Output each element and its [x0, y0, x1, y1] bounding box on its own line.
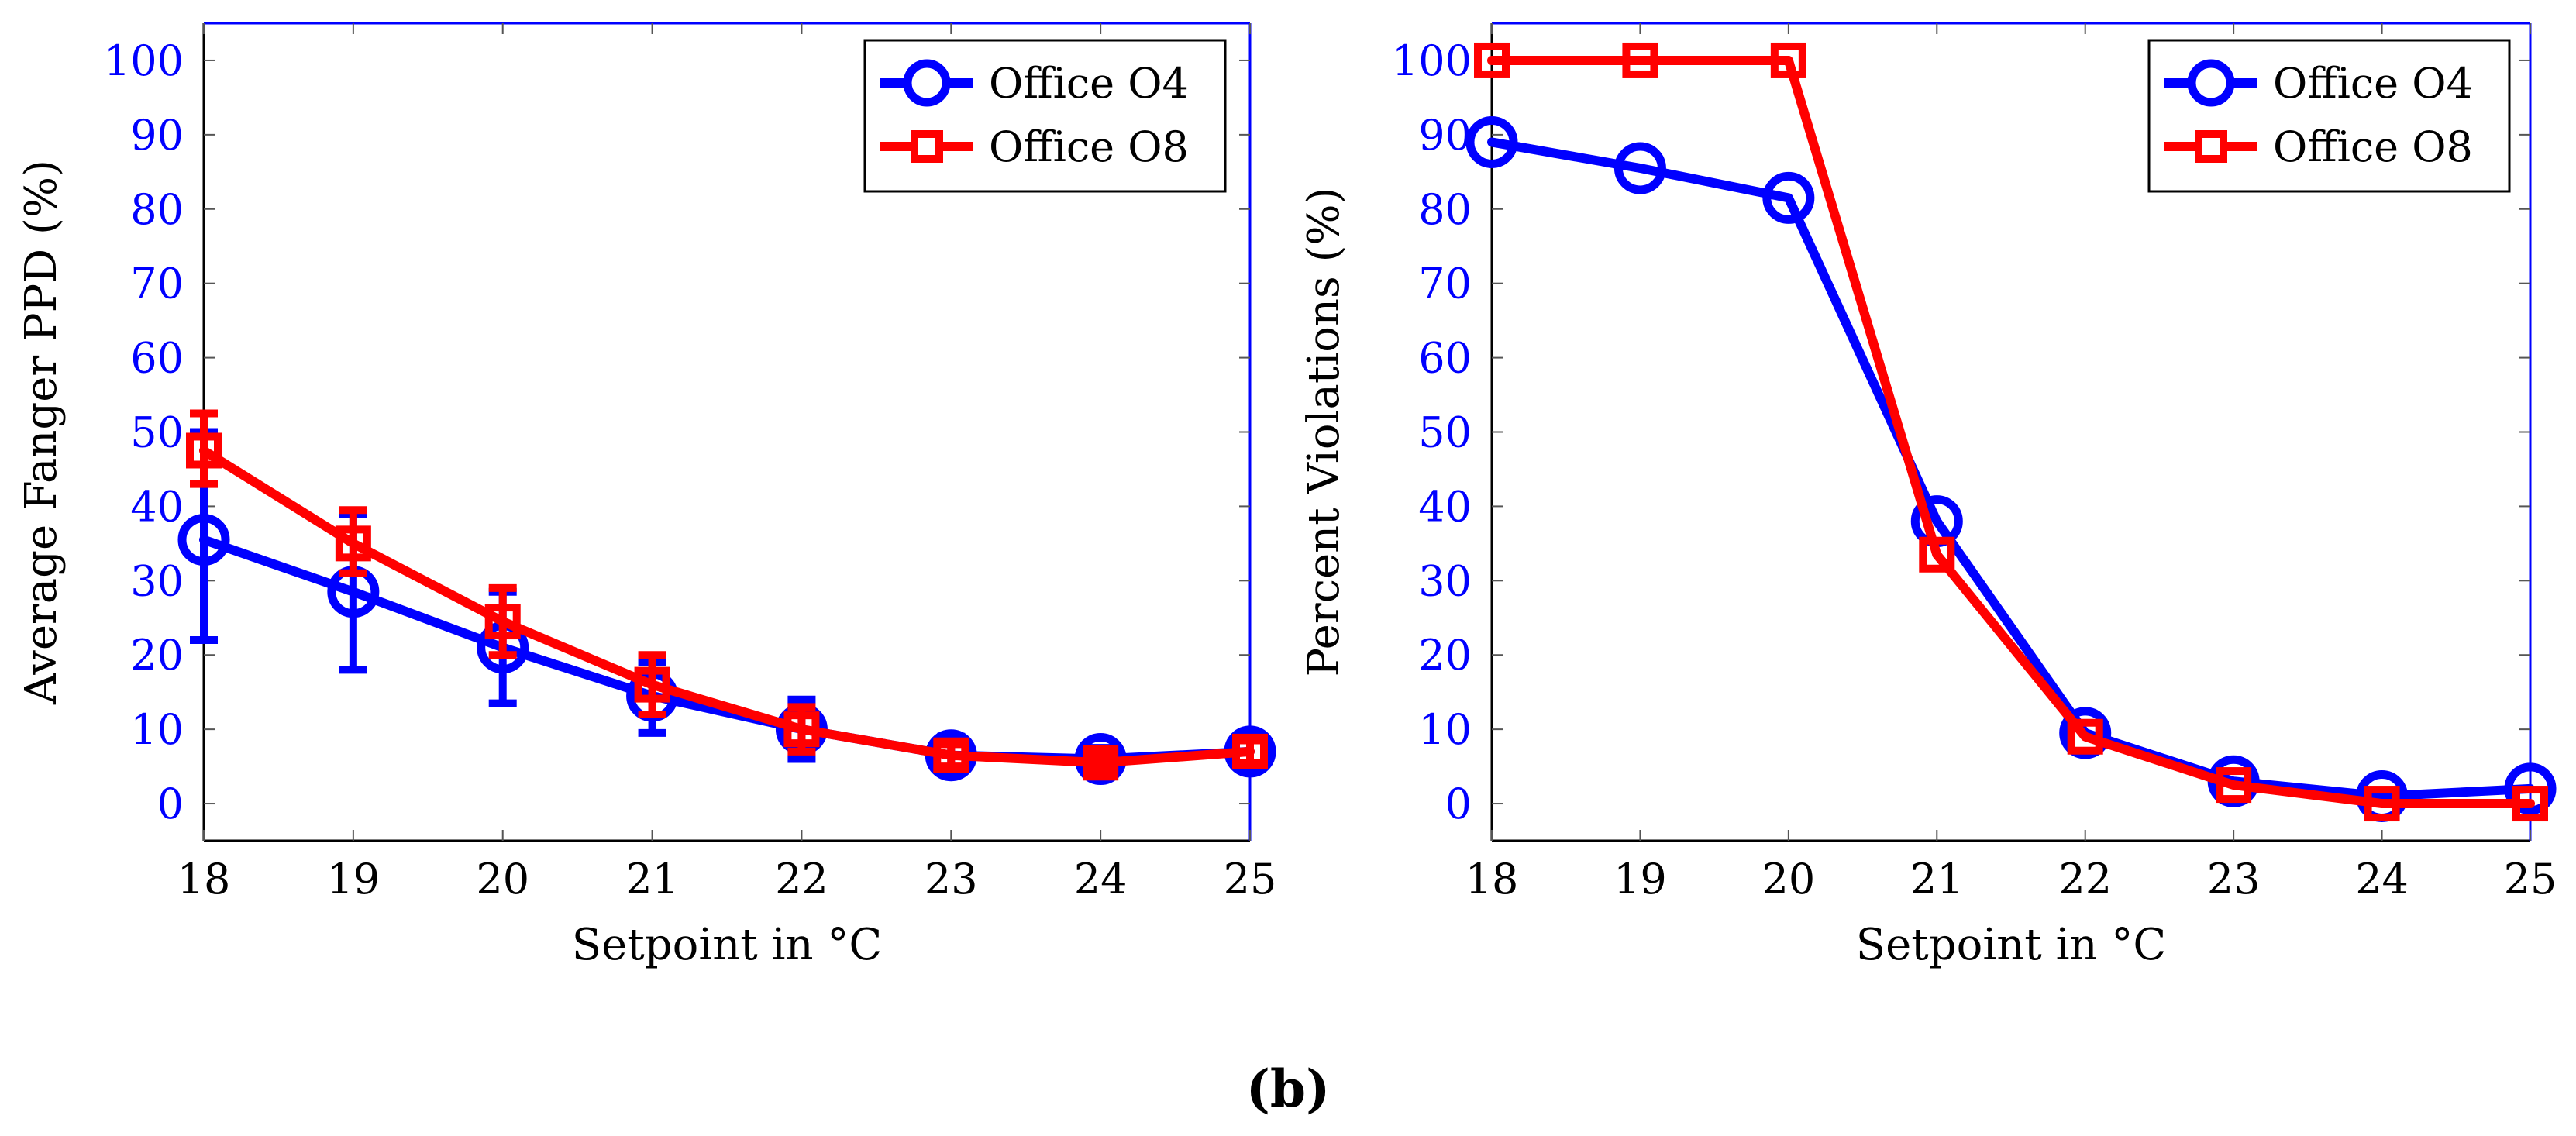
y-tick-label: 70	[130, 260, 184, 308]
legend-marker-circle	[903, 59, 951, 107]
data-point-square	[1474, 42, 1510, 78]
data-point-circle	[2059, 707, 2112, 759]
data-point-circle	[1465, 115, 1518, 168]
data-point-square	[335, 525, 371, 562]
series-office-o8	[1474, 42, 2548, 822]
legend-label: Office O4	[2273, 59, 2473, 108]
x-tick-label: 21	[625, 855, 679, 904]
y-tick-label: 40	[130, 482, 184, 531]
legend: Office O4 Office O8	[2147, 39, 2511, 193]
data-point-circle	[2504, 762, 2557, 815]
y-tick-label: 0	[1445, 780, 1472, 828]
data-point-square	[1919, 536, 1955, 573]
data-point-circle	[1613, 142, 1666, 194]
y-tick-label: 60	[1418, 334, 1472, 383]
data-point-square	[484, 604, 521, 640]
x-tick-label: 18	[177, 855, 231, 904]
y-axis-label: Percent Violations (%)	[1299, 188, 1349, 677]
legend: Office O4 Office O8	[863, 39, 1227, 193]
y-axis-label: Average Fanger PPD (%)	[16, 160, 67, 705]
data-point-square	[634, 666, 670, 703]
legend-marker-square	[2195, 130, 2227, 163]
figure-caption: (b)	[1246, 1059, 1331, 1119]
x-tick-label: 24	[1074, 855, 1128, 904]
legend-label: Office O4	[989, 59, 1189, 108]
data-point-square	[186, 432, 222, 469]
data-point-square	[1232, 733, 1268, 769]
series-line	[1487, 55, 2535, 809]
data-point-square	[2216, 767, 2252, 804]
series-office-o4	[177, 428, 1276, 785]
y-tick-label: 90	[130, 111, 184, 160]
data-point-square	[1083, 745, 1119, 781]
x-tick-label: 20	[1762, 855, 1815, 904]
x-axis-label: Setpoint in °C	[572, 920, 882, 970]
y-tick-label: 60	[130, 334, 184, 383]
y-tick-label: 100	[104, 36, 184, 85]
y-tick-label: 50	[1418, 408, 1472, 457]
y-tick-label: 20	[1418, 631, 1472, 680]
chart-average-ppd: 18 19 20 21 22 23 24 25 0 10 20 30 40 50 60 70 80 90 100 Se…	[16, 22, 1277, 970]
data-point-circle	[177, 514, 230, 566]
x-tick-label: 19	[326, 855, 380, 904]
y-tick-label: 30	[130, 556, 184, 605]
x-tick-label: 25	[2504, 855, 2557, 904]
data-point-circle	[1762, 171, 1815, 224]
chart-percent-violations: 18 19 20 21 22 23 24 25 0 10 20 30 40 50 60 70 80 90 100 Se…	[1299, 22, 2557, 970]
data-point-square	[1622, 42, 1658, 78]
x-tick-label: 19	[1613, 855, 1667, 904]
x-tick-label: 22	[2058, 855, 2112, 904]
x-tick-label: 25	[1224, 855, 1277, 904]
y-tick-label: 10	[130, 705, 184, 754]
x-tick-label: 23	[925, 855, 978, 904]
x-tick-label: 22	[775, 855, 828, 904]
series-office-o4	[1465, 115, 2557, 822]
x-tick-label: 21	[1910, 855, 1964, 904]
series-line	[199, 446, 1255, 768]
y-tick-label: 0	[157, 780, 184, 828]
x-tick-label: 18	[1465, 855, 1519, 904]
y-tick-label: 50	[130, 408, 184, 457]
y-tick-label: 90	[1418, 111, 1472, 160]
y-tick-label: 80	[1418, 185, 1472, 234]
data-point-square	[2067, 718, 2103, 755]
data-point-square	[933, 737, 969, 773]
data-point-square	[2512, 786, 2548, 822]
y-tick-label: 20	[130, 631, 184, 680]
y-tick-label: 80	[130, 185, 184, 234]
x-tick-label: 24	[2355, 855, 2409, 904]
legend-marker-circle	[2187, 59, 2235, 107]
y-tick-label: 70	[1418, 260, 1472, 308]
x-tick-label: 23	[2207, 855, 2261, 904]
data-point-square	[1770, 42, 1806, 78]
legend-marker-square	[911, 130, 943, 163]
series-office-o8	[186, 409, 1268, 781]
x-tick-label: 20	[476, 855, 529, 904]
y-tick-label: 30	[1418, 556, 1472, 605]
data-point-square	[783, 711, 820, 748]
data-point-square	[2364, 786, 2400, 822]
legend-label: Office O8	[989, 122, 1189, 171]
series-line	[1487, 137, 2535, 801]
x-axis-label: Setpoint in °C	[1856, 920, 2166, 970]
y-tick-label: 100	[1392, 36, 1472, 85]
y-tick-label: 40	[1418, 482, 1472, 531]
legend-label: Office O8	[2273, 122, 2473, 171]
y-tick-label: 10	[1418, 705, 1472, 754]
